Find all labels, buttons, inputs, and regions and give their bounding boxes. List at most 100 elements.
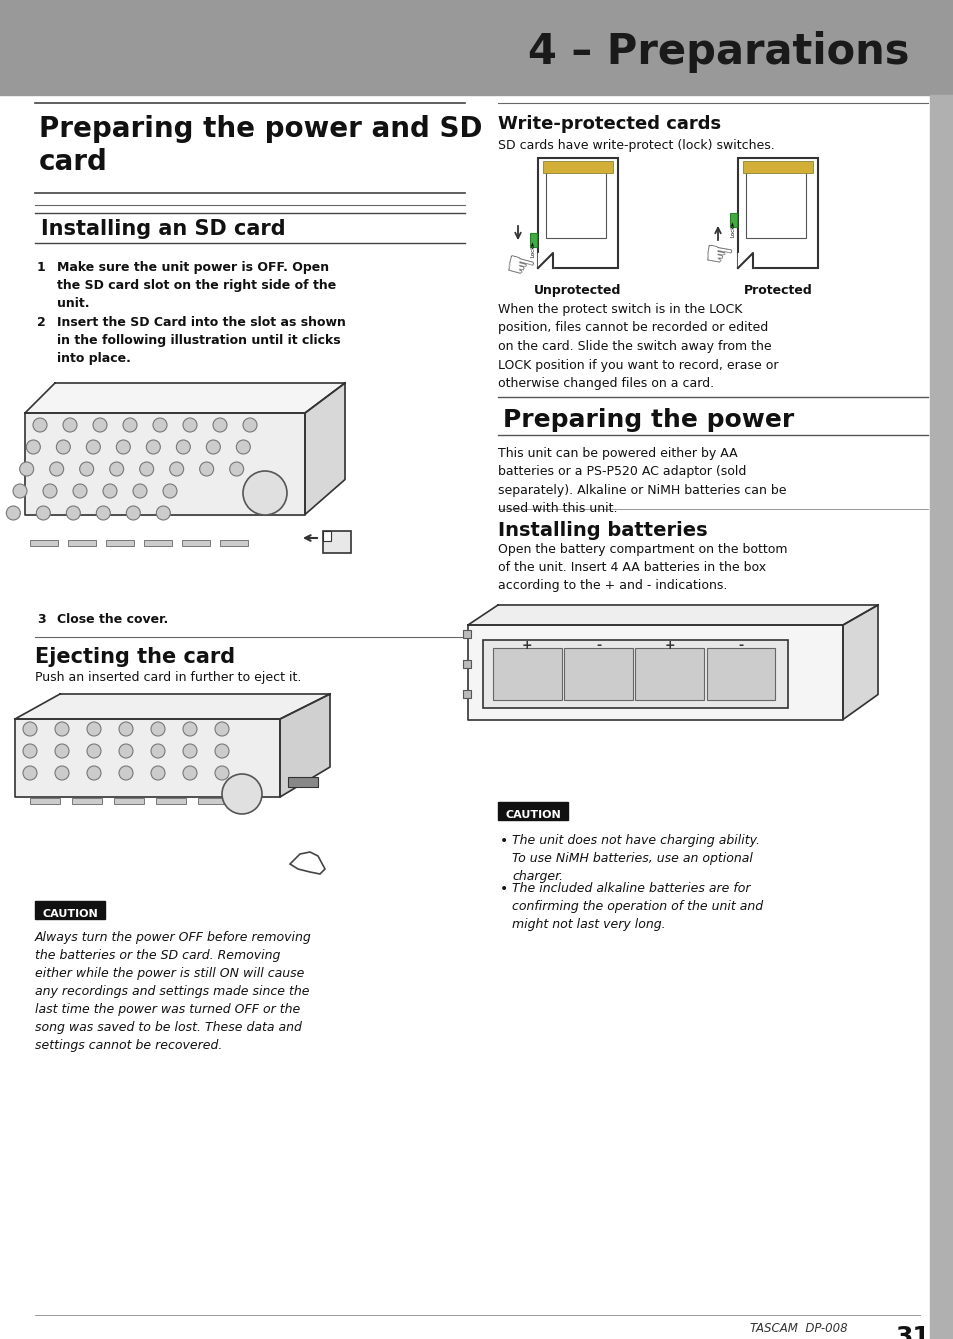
- Circle shape: [119, 744, 132, 758]
- Text: Installing batteries: Installing batteries: [497, 521, 707, 540]
- Circle shape: [110, 462, 124, 475]
- Circle shape: [243, 418, 256, 432]
- Circle shape: [183, 744, 196, 758]
- Polygon shape: [15, 694, 330, 719]
- Bar: [323, 532, 351, 553]
- Text: 2: 2: [37, 316, 46, 329]
- Text: Lock►: Lock►: [730, 220, 735, 237]
- Circle shape: [67, 506, 80, 520]
- Text: Always turn the power OFF before removing
the batteries or the SD card. Removing: Always turn the power OFF before removin…: [35, 931, 312, 1052]
- Bar: [0, 0, 953, 95]
- Text: CAUTION: CAUTION: [504, 810, 560, 819]
- Bar: [729, 213, 737, 228]
- Text: When the protect switch is in the LOCK
position, files cannot be recorded or edi: When the protect switch is in the LOCK p…: [497, 303, 778, 390]
- Bar: [462, 660, 471, 668]
- Text: +: +: [664, 639, 675, 652]
- Bar: [542, 161, 613, 173]
- Polygon shape: [15, 719, 280, 797]
- Circle shape: [126, 506, 140, 520]
- Circle shape: [123, 418, 137, 432]
- Circle shape: [86, 441, 100, 454]
- Circle shape: [43, 483, 57, 498]
- Circle shape: [87, 766, 101, 781]
- Bar: [71, 798, 102, 803]
- Circle shape: [13, 483, 27, 498]
- Circle shape: [213, 418, 227, 432]
- Text: Lock►: Lock►: [530, 240, 535, 257]
- Circle shape: [96, 506, 111, 520]
- Circle shape: [33, 418, 47, 432]
- Bar: [563, 648, 633, 699]
- Text: Preparing the power: Preparing the power: [502, 408, 794, 432]
- Text: The included alkaline batteries are for
confirming the operation of the unit and: The included alkaline batteries are for …: [512, 882, 762, 931]
- Bar: [497, 802, 567, 819]
- Text: Unprotected: Unprotected: [534, 284, 621, 297]
- Text: Protected: Protected: [742, 284, 812, 297]
- Text: +: +: [521, 639, 532, 652]
- Bar: [537, 158, 618, 268]
- Text: Ejecting the card: Ejecting the card: [35, 647, 234, 667]
- Circle shape: [63, 418, 77, 432]
- Text: •: •: [499, 882, 508, 896]
- Bar: [30, 798, 60, 803]
- Bar: [156, 798, 186, 803]
- Bar: [929, 95, 953, 1339]
- Bar: [482, 640, 787, 707]
- Polygon shape: [468, 625, 842, 719]
- Bar: [745, 167, 805, 238]
- Circle shape: [199, 462, 213, 475]
- Circle shape: [27, 441, 40, 454]
- Circle shape: [152, 418, 167, 432]
- Bar: [68, 540, 96, 546]
- Polygon shape: [290, 852, 325, 874]
- Bar: [742, 161, 812, 173]
- Text: 31: 31: [894, 1326, 929, 1339]
- Text: SD cards have write-protect (lock) switches.: SD cards have write-protect (lock) switc…: [497, 139, 774, 153]
- Bar: [30, 540, 58, 546]
- Circle shape: [7, 506, 20, 520]
- Text: 3: 3: [37, 613, 46, 627]
- Bar: [144, 540, 172, 546]
- Circle shape: [214, 766, 229, 781]
- Text: 1: 1: [37, 261, 46, 274]
- Circle shape: [151, 744, 165, 758]
- Bar: [113, 798, 144, 803]
- Text: Make sure the unit power is OFF. Open
the SD card slot on the right side of the
: Make sure the unit power is OFF. Open th…: [57, 261, 335, 311]
- Polygon shape: [468, 605, 877, 625]
- Polygon shape: [305, 383, 345, 514]
- Polygon shape: [738, 253, 752, 268]
- Circle shape: [36, 506, 51, 520]
- Circle shape: [87, 722, 101, 736]
- Circle shape: [214, 722, 229, 736]
- Bar: [35, 901, 105, 919]
- Text: CAUTION: CAUTION: [42, 909, 98, 919]
- Bar: [220, 540, 248, 546]
- Text: ☞: ☞: [499, 248, 537, 288]
- Circle shape: [87, 744, 101, 758]
- Text: Installing an SD card: Installing an SD card: [41, 220, 285, 238]
- Text: Push an inserted card in further to eject it.: Push an inserted card in further to ejec…: [35, 671, 301, 684]
- Circle shape: [214, 744, 229, 758]
- Text: Preparing the power and SD
card: Preparing the power and SD card: [39, 115, 482, 177]
- Circle shape: [103, 483, 117, 498]
- Circle shape: [23, 722, 37, 736]
- Circle shape: [206, 441, 220, 454]
- Circle shape: [236, 441, 250, 454]
- Circle shape: [55, 766, 69, 781]
- Circle shape: [23, 744, 37, 758]
- Bar: [462, 690, 471, 698]
- Circle shape: [151, 766, 165, 781]
- Text: Write-protected cards: Write-protected cards: [497, 115, 720, 133]
- Circle shape: [55, 744, 69, 758]
- Circle shape: [56, 441, 71, 454]
- Circle shape: [183, 418, 196, 432]
- Circle shape: [73, 483, 87, 498]
- Polygon shape: [25, 412, 305, 514]
- Polygon shape: [537, 253, 553, 268]
- Circle shape: [119, 766, 132, 781]
- Bar: [738, 158, 817, 268]
- Text: •: •: [499, 834, 508, 848]
- Bar: [706, 648, 775, 699]
- Circle shape: [230, 462, 243, 475]
- Circle shape: [183, 766, 196, 781]
